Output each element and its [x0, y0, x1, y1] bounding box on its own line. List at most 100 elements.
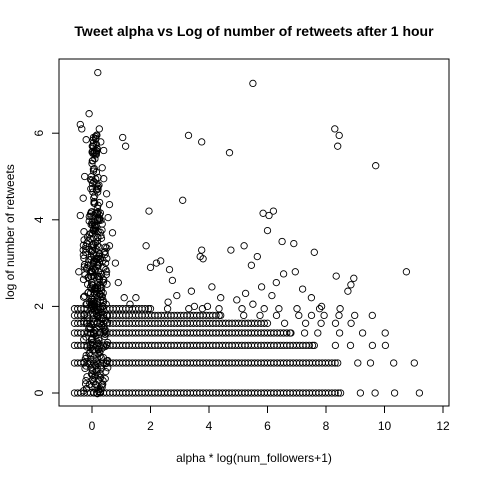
data-point: [366, 359, 375, 367]
data-point: [92, 168, 101, 176]
data-point: [259, 209, 267, 217]
data-point: [92, 251, 100, 259]
data-point: [89, 133, 98, 142]
data-point: [89, 147, 97, 155]
data-point: [108, 229, 117, 237]
data-point: [308, 341, 317, 350]
data-point: [94, 273, 102, 281]
data-point: [101, 375, 109, 383]
data-point: [102, 268, 111, 276]
data-point: [164, 298, 172, 306]
data-point: [84, 280, 92, 289]
x-tick-label: 4: [206, 419, 213, 433]
data-point: [90, 240, 98, 249]
data-point: [79, 275, 88, 284]
data-point: [157, 257, 165, 265]
data-point: [331, 359, 339, 367]
data-point: [331, 341, 340, 350]
data-point: [80, 358, 88, 366]
data-point: [92, 209, 100, 218]
data-point: [265, 211, 273, 220]
data-point: [368, 311, 376, 320]
data-point: [257, 283, 266, 291]
data-point: [187, 287, 196, 295]
data-point: [87, 255, 95, 264]
data-point: [95, 125, 103, 133]
data-point: [93, 298, 101, 306]
data-point: [82, 333, 90, 341]
data-point: [240, 242, 248, 250]
data-point: [372, 162, 380, 170]
data-point: [356, 389, 365, 397]
data-point: [87, 344, 95, 352]
data-point: [410, 359, 418, 367]
data-point: [260, 319, 268, 327]
data-point: [84, 237, 92, 245]
data-point: [102, 190, 111, 198]
data-point: [81, 380, 90, 388]
data-point: [227, 246, 235, 254]
data-point: [83, 233, 92, 241]
data-point: [217, 294, 225, 302]
data-point: [92, 255, 100, 263]
data-point: [215, 305, 223, 313]
data-point: [144, 305, 153, 313]
data-point: [126, 300, 134, 308]
data-point: [208, 283, 216, 291]
data-point: [91, 284, 99, 293]
data-point: [280, 319, 289, 327]
data-point: [334, 359, 342, 367]
data-point: [152, 259, 161, 267]
data-point: [91, 266, 100, 274]
data-point: [310, 248, 318, 256]
data-point: [301, 319, 310, 327]
data-point: [105, 200, 114, 209]
data-point: [87, 176, 95, 184]
data-point: [79, 241, 88, 249]
data-point: [94, 233, 102, 242]
data-point: [263, 226, 272, 235]
data-point: [263, 319, 272, 327]
data-point: [196, 252, 204, 261]
data-point: [114, 278, 122, 287]
data-point: [347, 281, 355, 289]
data-point: [198, 246, 206, 254]
data-point: [249, 79, 257, 88]
data-point: [335, 311, 343, 320]
data-point: [100, 328, 109, 336]
data-point: [233, 296, 241, 304]
data-point: [225, 149, 234, 157]
data-point: [315, 305, 324, 313]
data-point: [105, 242, 114, 250]
data-point: [179, 196, 187, 204]
data-point: [272, 278, 280, 287]
data-point: [94, 173, 102, 182]
data-point: [102, 316, 110, 325]
x-axis: 0 2 4 6 8 10 12: [89, 405, 450, 433]
data-point: [96, 283, 105, 291]
data-point: [87, 248, 96, 256]
data-point: [101, 342, 109, 351]
data-point: [287, 329, 295, 337]
data-point: [381, 329, 389, 337]
data-point: [336, 305, 344, 313]
data-points: [70, 68, 424, 398]
data-point: [305, 341, 313, 350]
data-point: [80, 228, 88, 236]
data-point: [99, 323, 108, 331]
data-point: [85, 360, 93, 368]
x-tick-label: 10: [378, 419, 392, 433]
data-point: [95, 290, 104, 298]
data-point: [247, 261, 256, 269]
data-point: [198, 138, 206, 146]
data-point: [94, 228, 102, 236]
data-point: [76, 211, 84, 220]
data-point: [79, 194, 87, 202]
data-point: [415, 389, 424, 397]
data-point: [335, 131, 343, 140]
data-point: [99, 289, 107, 297]
data-point: [94, 201, 102, 209]
data-point: [98, 220, 106, 228]
data-point: [91, 383, 99, 391]
